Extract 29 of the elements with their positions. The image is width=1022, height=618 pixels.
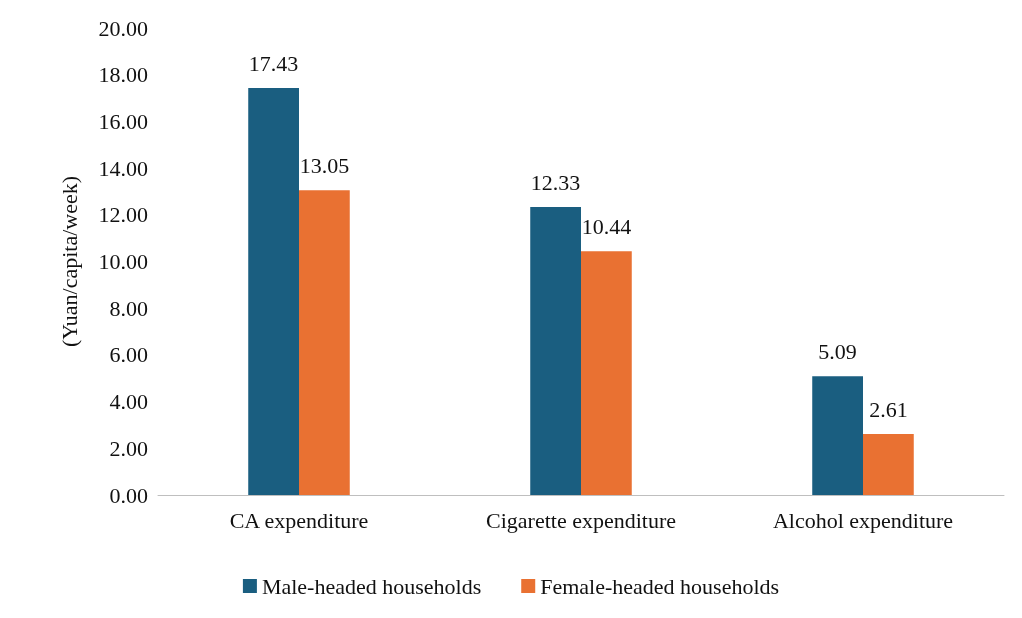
y-tick-label: 10.00 [98, 249, 148, 274]
bar [299, 190, 350, 495]
x-tick-label: Cigarette expenditure [486, 507, 676, 533]
bar [581, 251, 632, 495]
y-tick-label: 20.00 [98, 15, 148, 41]
y-axis-title: (Yuan/capita/week) [56, 175, 82, 348]
data-label: 12.33 [530, 169, 581, 195]
y-tick-label: 4.00 [109, 389, 148, 415]
y-tick-label: 16.00 [98, 108, 148, 134]
bar [863, 434, 914, 495]
data-label: 2.61 [869, 396, 908, 422]
legend-label: Male-headed households [261, 573, 482, 599]
bar [530, 207, 581, 495]
y-tick-label: 12.00 [98, 202, 148, 228]
data-label: 5.09 [818, 338, 857, 364]
legend-label: Female-headed households [540, 573, 780, 599]
y-tick-label: 6.00 [109, 342, 148, 368]
y-tick-label: 14.00 [98, 155, 148, 181]
x-tick-label: CA expenditure [229, 507, 369, 533]
data-label: 17.43 [248, 50, 299, 76]
bar [812, 376, 863, 495]
data-label: 10.44 [581, 213, 632, 239]
bar [248, 88, 299, 495]
y-tick-label: 18.00 [98, 62, 148, 88]
data-label: 13.05 [299, 152, 350, 178]
y-tick-label: 0.00 [109, 482, 148, 508]
y-tick-label: 8.00 [109, 295, 148, 321]
x-tick-label: Alcohol expenditure [772, 507, 954, 533]
y-tick-label: 2.00 [109, 435, 148, 461]
